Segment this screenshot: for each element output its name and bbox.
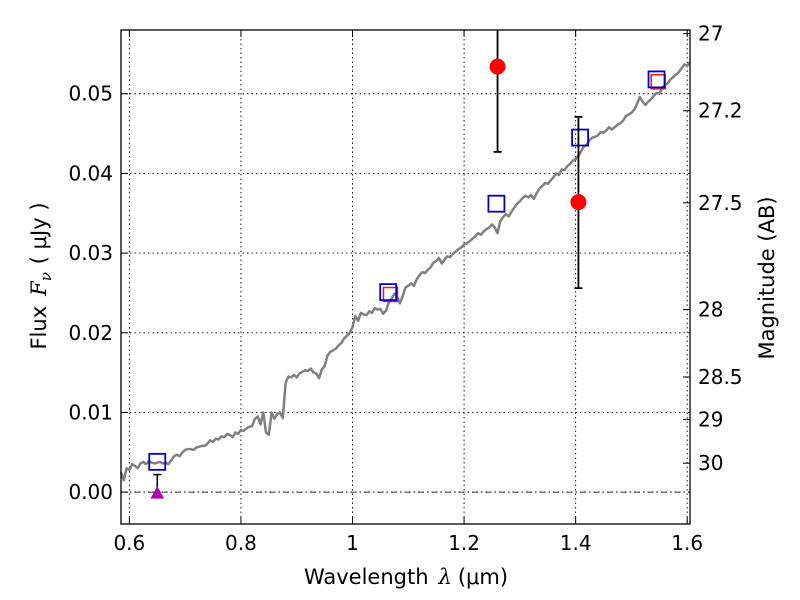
y-tick-label: 0.03 <box>68 241 113 265</box>
y-tick-label: 0.04 <box>68 161 113 185</box>
x-tick-label: 0.6 <box>113 531 145 555</box>
mag-tick-label: 27.5 <box>698 191 743 215</box>
x-tick-label: 1.4 <box>560 531 592 555</box>
detection-point <box>570 194 587 211</box>
x-axis-label-symbol: λ <box>438 565 452 589</box>
x-axis-label: Wavelength λ (μm) <box>304 565 508 589</box>
sed-model-line <box>119 61 692 482</box>
x-axis-label-unit: (μm) <box>458 565 508 589</box>
plot-frame <box>120 29 691 525</box>
y-tick-label: 0.01 <box>68 400 113 424</box>
y-tick-label: 0.00 <box>68 480 113 504</box>
grid-lines <box>121 30 690 524</box>
axis-ticks: 0.6 0.8 1 1.2 1.4 1.6 0.00 0.01 0.02 0.03 0.04 0.05… <box>68 22 742 555</box>
model-band-square <box>647 70 666 89</box>
y-tick-label: 0.05 <box>68 82 113 106</box>
mag-tick-label: 27.2 <box>698 99 743 123</box>
mag-tick-label: 28 <box>698 298 723 322</box>
upper-limit-marker <box>150 486 165 499</box>
x-tick-label: 1.2 <box>448 531 480 555</box>
y-axis-label-prefix: Flux <box>27 306 51 350</box>
mag-tick-label: 29 <box>698 407 723 431</box>
mag-tick-label: 28.5 <box>698 365 743 389</box>
y-tick-label: 0.02 <box>68 321 113 345</box>
y-axis-label-unit: ( μJy ) <box>27 202 51 264</box>
x-tick-label: 0.8 <box>225 531 257 555</box>
y-axis-label-symbol: F <box>27 280 51 297</box>
mag-tick-label: 27 <box>698 22 723 46</box>
model-band-square <box>148 452 167 471</box>
x-axis-label-prefix: Wavelength <box>304 565 429 589</box>
y2-axis-label: Magnitude (AB) <box>755 196 779 359</box>
model-band-square <box>487 194 506 213</box>
x-tick-label: 1.6 <box>671 531 703 555</box>
x-tick-label: 1 <box>346 531 359 555</box>
y-axis-label: Flux Fν ( μJy ) <box>27 202 55 349</box>
model-band-square <box>571 128 590 147</box>
mag-tick-label: 30 <box>698 451 723 475</box>
detection-point <box>489 58 506 75</box>
model-band-square <box>379 283 398 302</box>
observed-band-square <box>382 286 399 303</box>
y-axis-label-subscript: ν <box>37 272 55 281</box>
data-series <box>119 30 692 499</box>
